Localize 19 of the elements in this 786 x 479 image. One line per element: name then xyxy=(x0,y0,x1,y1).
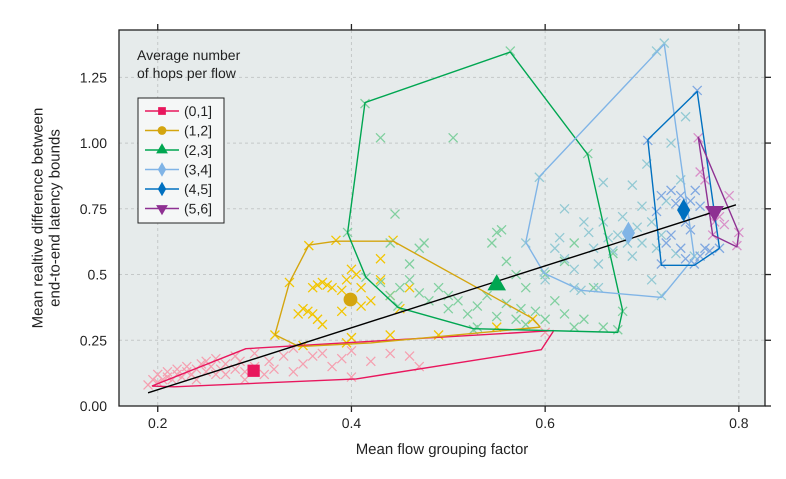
legend-label: (5,6] xyxy=(184,200,212,216)
x-tick-label: 0.4 xyxy=(342,415,362,431)
legend-label: (3,4] xyxy=(184,162,212,178)
y-tick-label: 1.00 xyxy=(80,135,108,152)
y-tick-label: 0.25 xyxy=(80,332,108,348)
x-tick-label: 0.8 xyxy=(729,415,749,431)
legend-label: (1,2] xyxy=(184,122,212,138)
x-tick-label: 0.6 xyxy=(535,415,556,431)
y-tick-label: 0.75 xyxy=(80,200,108,217)
legend-label: (0,1] xyxy=(184,103,212,119)
y-tick-label: 0.00 xyxy=(80,398,108,414)
y-tick-label: 0.5 xyxy=(88,266,108,283)
legend-label: (4,5] xyxy=(184,181,212,197)
x-axis-title: Mean flow grouping factor xyxy=(356,441,528,458)
y-tick-label: 1.25 xyxy=(80,69,108,86)
legend-label: (2,3] xyxy=(184,142,212,158)
y-axis-title: Mean realtive difference between end-to-end latency bounds xyxy=(30,108,64,328)
x-tick-label: 0.2 xyxy=(148,415,168,431)
legend-title: Average number of hops per flow xyxy=(137,47,241,81)
